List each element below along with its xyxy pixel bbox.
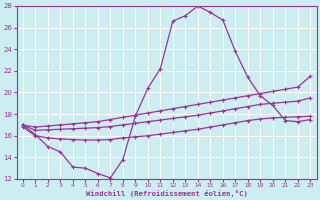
X-axis label: Windchill (Refroidissement éolien,°C): Windchill (Refroidissement éolien,°C) [86,190,248,197]
